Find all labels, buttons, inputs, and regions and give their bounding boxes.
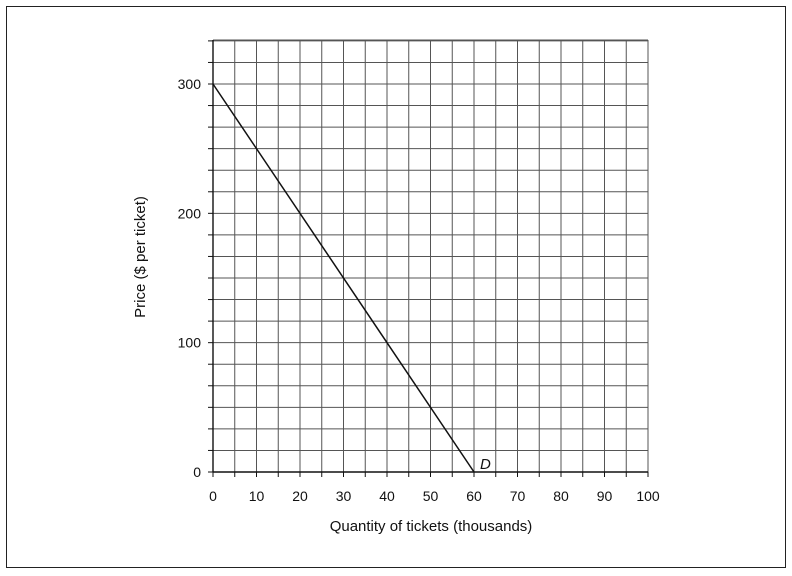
chart-frame — [6, 6, 786, 568]
x-tick-label: 100 — [636, 488, 660, 504]
x-tick-label: 20 — [292, 488, 308, 504]
curve-label-backing — [479, 455, 495, 471]
x-tick-label: 0 — [209, 488, 217, 504]
demand-curve-label: D — [480, 456, 491, 473]
x-tick-label: 10 — [249, 488, 265, 504]
x-axis-title: Quantity of tickets (thousands) — [330, 518, 533, 535]
x-tick-label: 60 — [466, 488, 482, 504]
x-tick-label: 40 — [379, 488, 395, 504]
demand-curve — [212, 83, 475, 473]
axes — [208, 40, 649, 477]
y-tick-label: 0 — [193, 464, 201, 480]
x-tick-label: 30 — [336, 488, 352, 504]
x-tick-label: 70 — [510, 488, 526, 504]
x-tick-label: 50 — [423, 488, 439, 504]
tick-labels: 0 10 20 30 40 50 60 70 80 90 100 0 100 200 300 — [178, 76, 660, 504]
y-tick-label: 100 — [178, 335, 202, 351]
x-tick-label: 90 — [597, 488, 613, 504]
series-layer: D — [212, 83, 495, 473]
y-tick-label: 300 — [178, 76, 202, 92]
x-tick-label: 80 — [553, 488, 569, 504]
y-axis-title: Price ($ per ticket) — [132, 196, 149, 318]
y-tick-label: 200 — [178, 205, 202, 221]
